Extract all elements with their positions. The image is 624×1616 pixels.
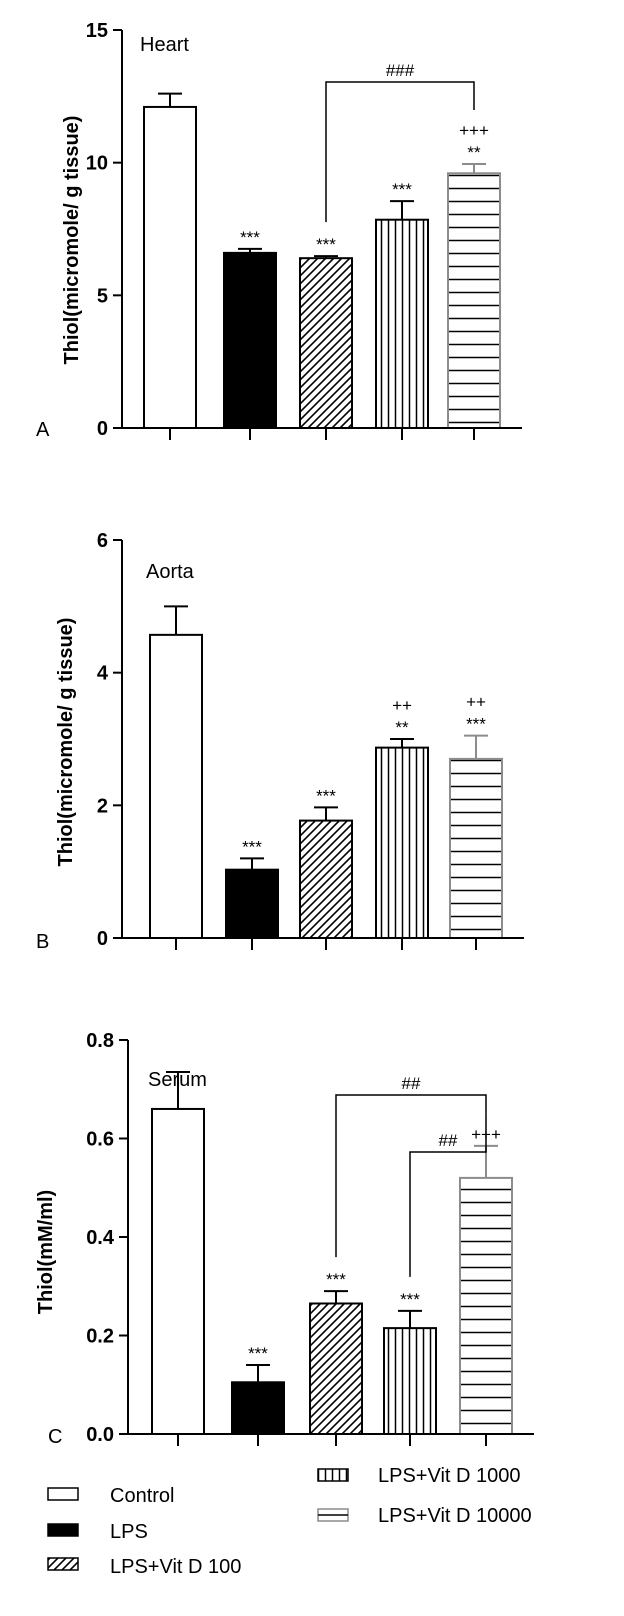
legend-label-vitd-10000: LPS+Vit D 10000 bbox=[378, 1505, 532, 1527]
panel-b-y-tick-label-2: 2 bbox=[97, 795, 108, 817]
panel-c-bracket-1 bbox=[335, 1094, 487, 1258]
panel-c-bracket-label-1: ## bbox=[402, 1074, 421, 1093]
panel-c-letter: C bbox=[48, 1426, 62, 1448]
panel-a-bracket-1 bbox=[325, 81, 475, 223]
panel-a-y-tick-label-4: 15 bbox=[86, 20, 108, 42]
legend-label-vitd-1000: LPS+Vit D 1000 bbox=[378, 1465, 521, 1487]
panel-b-ylabel: Thiol(micromole/ g tissue) bbox=[55, 618, 77, 867]
panel-a-title: Heart bbox=[140, 34, 189, 56]
legend-item-vitd-10000: LPS+Vit D 10000 bbox=[317, 1505, 532, 1527]
panel-b-bars bbox=[149, 633, 503, 940]
panel-b-bar-4 bbox=[375, 746, 429, 940]
legend: Control LPS LPS+Vit D 100 LPS+Vit D 1000… bbox=[47, 1465, 532, 1578]
panel-b-sig-3-1: *** bbox=[316, 786, 336, 805]
panel-a: Thiol(micromole/ g tissue) Heart A *** **… bbox=[36, 20, 522, 441]
panel-b-bar-1 bbox=[149, 633, 203, 940]
panel-a-sig-3-1: *** bbox=[316, 235, 336, 254]
panel-a-bars bbox=[143, 105, 501, 430]
panel-a-error-bars bbox=[158, 92, 486, 259]
panel-a-ticks: 0 5 10 15 bbox=[86, 20, 122, 440]
panel-b-bar-2 bbox=[225, 868, 279, 940]
panel-b-sig-5-2: *** bbox=[466, 715, 486, 734]
panel-c-sig-3-1: *** bbox=[326, 1270, 346, 1289]
legend-item-lps: LPS bbox=[47, 1521, 148, 1543]
panel-b-axes bbox=[121, 540, 524, 950]
panel-b-y-tick-label-4: 6 bbox=[97, 530, 108, 552]
panel-c-ticks: 0.0 0.2 0.4 0.6 0.8 bbox=[86, 1030, 128, 1446]
legend-item-vitd-1000: LPS+Vit D 1000 bbox=[317, 1465, 521, 1487]
panel-c-y-tick-label-3: 0.4 bbox=[86, 1227, 115, 1249]
panel-a-significance: *** *** *** +++ ** bbox=[240, 121, 489, 254]
panel-b-sig-4-1: ++ bbox=[392, 696, 412, 715]
legend-swatch-vitd-100 bbox=[47, 1557, 79, 1571]
panel-b-bar-3 bbox=[299, 819, 353, 940]
panel-c-bar-5 bbox=[459, 1176, 513, 1436]
panel-a-bar-4 bbox=[375, 218, 429, 429]
legend-label-vitd-100: LPS+Vit D 100 bbox=[110, 1556, 241, 1578]
panel-b-y-tick-label-3: 4 bbox=[97, 663, 109, 685]
panel-b-ticks: 0 2 4 6 bbox=[97, 530, 122, 950]
panel-a-brackets: ### bbox=[325, 61, 475, 223]
panel-a-y-tick-label-1: 0 bbox=[97, 418, 108, 440]
panel-a-y-tick-label-2: 5 bbox=[97, 285, 108, 307]
panel-a-ylabel: Thiol(micromole/ g tissue) bbox=[61, 116, 83, 365]
legend-swatch-lps bbox=[47, 1523, 79, 1537]
panel-c-y-tick-label-2: 0.2 bbox=[86, 1326, 114, 1348]
legend-swatch-vitd-1000 bbox=[317, 1468, 349, 1482]
panel-b-sig-5-1: ++ bbox=[466, 693, 486, 712]
panel-c-bracket-label-2: ## bbox=[439, 1131, 458, 1150]
panel-c-ylabel: Thiol(mM/ml) bbox=[35, 1190, 57, 1314]
panel-b-bar-5 bbox=[449, 757, 503, 940]
panel-c-bar-2 bbox=[231, 1381, 285, 1435]
panel-a-bar-2 bbox=[223, 251, 277, 429]
panel-c-y-tick-label-5: 0.8 bbox=[86, 1030, 114, 1052]
legend-label-control: Control bbox=[110, 1485, 174, 1507]
panel-c-sig-4-1: *** bbox=[400, 1290, 420, 1309]
panel-c-y-tick-label-4: 0.6 bbox=[86, 1129, 114, 1151]
panel-b-sig-4-2: ** bbox=[395, 718, 409, 737]
panel-c-brackets: ## ## bbox=[335, 1074, 487, 1277]
panel-a-sig-2-1: *** bbox=[240, 228, 260, 247]
panel-c-bar-3 bbox=[309, 1302, 363, 1436]
panel-b-sig-2-1: *** bbox=[242, 837, 262, 856]
panel-b-letter: B bbox=[36, 931, 49, 953]
panel-c-sig-2-1: *** bbox=[248, 1344, 268, 1363]
panel-a-bracket-label-1: ### bbox=[386, 61, 415, 80]
panel-b-significance: *** *** ++ ** ++ *** bbox=[242, 693, 486, 857]
panel-a-bar-1 bbox=[143, 105, 197, 430]
legend-swatch-control bbox=[47, 1487, 79, 1501]
panel-b-title: Aorta bbox=[146, 561, 195, 583]
panel-b-error-bars bbox=[164, 605, 488, 870]
panel-a-bar-5 bbox=[447, 172, 501, 429]
panel-c-error-bars bbox=[166, 1071, 498, 1383]
panel-c-bar-4 bbox=[383, 1327, 437, 1436]
panel-a-sig-5-1: +++ bbox=[459, 121, 489, 140]
panel-a-sig-4-1: *** bbox=[392, 180, 412, 199]
panel-b: Thiol(micromole/ g tissue) Aorta B *****… bbox=[36, 530, 524, 953]
panel-a-y-tick-label-3: 10 bbox=[86, 153, 108, 175]
panel-c-y-tick-label-1: 0.0 bbox=[86, 1424, 114, 1446]
panel-a-bar-3 bbox=[299, 257, 353, 430]
panel-c-bar-1 bbox=[151, 1107, 205, 1435]
panel-a-letter: A bbox=[36, 419, 50, 441]
legend-item-vitd-100: LPS+Vit D 100 bbox=[47, 1556, 241, 1578]
panel-a-sig-5-2: ** bbox=[467, 143, 481, 162]
panel-c: Thiol(mM/ml) Serum C *********+++ #### 0… bbox=[35, 1030, 534, 1448]
panel-c-bracket-2 bbox=[409, 1113, 487, 1277]
panel-a-axes bbox=[121, 30, 522, 440]
legend-item-control: Control bbox=[47, 1485, 174, 1507]
panel-b-y-tick-label-1: 0 bbox=[97, 928, 108, 950]
legend-label-lps: LPS bbox=[110, 1521, 148, 1543]
